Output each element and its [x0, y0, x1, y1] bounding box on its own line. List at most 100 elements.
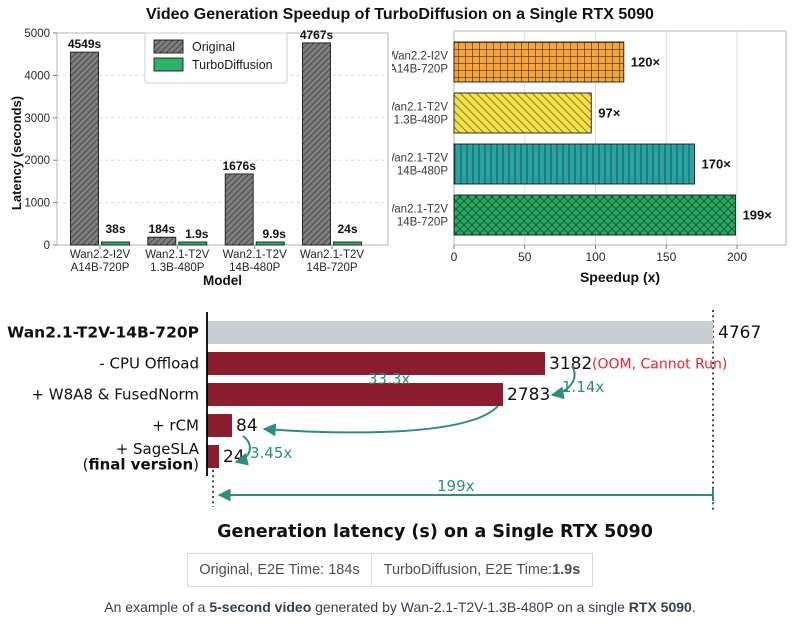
speedup-annotation: 199x [437, 477, 475, 495]
speedup-bar-chart: 120×Wan2.2-I2VA14B-720P97×Wan2.1-T2V1.3B… [392, 30, 787, 285]
category-label: 1.3B-480P [394, 115, 449, 127]
x-axis-label: Model [203, 273, 242, 288]
speedup-bar-1-hatch [454, 93, 592, 133]
y-tick-label: 5000 [24, 28, 50, 40]
ablation-bar-2 [207, 383, 503, 406]
x-tick-label: 200 [727, 250, 747, 264]
bar-value-label: 2783 [507, 385, 550, 405]
text-segment: 5-second video [209, 599, 312, 615]
speedup-arrow-2 [262, 405, 499, 437]
row-label: + SageSLA [116, 440, 200, 458]
y-tick-label: 4000 [24, 70, 50, 82]
bar-turbo-0 [101, 241, 130, 246]
bar-original-2-hatch [225, 173, 254, 245]
category-label: Wan2.1-T2V [392, 204, 448, 216]
bar-value-label: 84 [236, 416, 258, 436]
bar-value-label: 4549s [68, 37, 102, 51]
plot-border [453, 30, 787, 246]
x-tick-label: 14B-480P [229, 262, 280, 274]
category-label: 14B-480P [397, 166, 448, 178]
e2e-time-panel: Original, E2E Time: 184s TurboDiffusion,… [187, 553, 593, 587]
x-tick-label: 50 [518, 250, 532, 264]
x-tick-label: Wan2.1-T2V [223, 249, 287, 261]
bar-value-label: 1.9s [185, 227, 209, 241]
x-tick-label: 1.3B-480P [150, 262, 205, 274]
category-label: 14B-720P [397, 217, 448, 229]
ablation-bar-4 [207, 445, 219, 468]
text-segment: RTX 5090 [628, 599, 692, 615]
oom-note: (OOM, Cannot Run) [592, 357, 727, 373]
bar-turbo-3 [333, 241, 362, 246]
x-tick-label: 100 [585, 250, 605, 264]
speedup-arrow-1 [550, 365, 576, 400]
row-label: + rCM [152, 417, 199, 435]
bar-original-0-hatch [70, 52, 99, 245]
legend-label-original: Original [192, 40, 235, 54]
text-segment: 1.9s [552, 562, 581, 578]
speedup-annotation: 1.14x [562, 378, 604, 396]
category-label: Wan2.1-T2V [392, 153, 448, 165]
figure-title: Video Generation Speedup of TurboDiffusi… [146, 6, 654, 23]
x-tick-label: 150 [656, 250, 676, 264]
bottom-chart-title: Generation latency (s) on a Single RTX 5… [217, 522, 653, 542]
x-tick-label: 0 [451, 250, 458, 264]
row-label: + W8A8 & FusedNorm [31, 386, 199, 404]
x-axis-label: Speedup (x) [580, 269, 660, 285]
text-segment: generated by Wan-2.1-T2V-1.3B-480P on a … [311, 599, 629, 615]
y-tick-label: 1000 [24, 198, 50, 210]
bar-value-label: 4767s [300, 28, 334, 42]
ablation-latency-chart: Wan2.1-T2V-14B-720P 4767 - CPU Offload 3182… [7, 310, 761, 542]
latency-bar-chart: 0 1000 2000 3000 4000 5000 4549s 38s Wan2.2-I2VA… [9, 28, 389, 288]
ablation-bar-0 [207, 321, 713, 344]
y-tick-label: 2000 [24, 155, 50, 167]
x-tick-label: Wan2.1-T2V [145, 249, 209, 261]
text-segment: An example of a [104, 599, 210, 615]
x-tick-label: Wan2.1-T2V [300, 249, 364, 261]
speedup-bar-2-hatch [454, 144, 695, 184]
caption: An example of a 5-second video generated… [0, 599, 800, 615]
row-label: Wan2.1-T2V-14B-720P [7, 324, 199, 342]
bar-value-label: 1676s [223, 159, 257, 173]
text-segment: . [691, 599, 696, 615]
row-label: - CPU Offload [99, 355, 199, 373]
bar-value-label: 3182 [549, 354, 592, 374]
y-axis-label: Latency (seconds) [9, 96, 24, 210]
x-tick-label: 14B-720P [306, 262, 357, 274]
e2e-turbodiffusion-cell: TurboDiffusion, E2E Time: 1.9s [372, 554, 592, 586]
bar-value-label: 24s [337, 222, 357, 236]
legend-swatch-original-hatch [154, 40, 183, 53]
category-label: Wan2.1-T2V [392, 102, 448, 114]
category-label: A14B-720P [392, 64, 448, 76]
speedup-value-label: 199× [743, 208, 773, 223]
bar-value-label: 184s [148, 222, 175, 236]
bar-turbo-2 [255, 241, 285, 246]
text-segment: Original, E2E Time: 184s [199, 562, 360, 578]
speedup-bar-0-hatch [454, 42, 624, 82]
bar-value-label: 9.9s [263, 227, 287, 241]
x-tick-label: A14B-720P [71, 262, 130, 274]
speedup-value-label: 170× [702, 157, 732, 172]
ablation-bar-3 [207, 414, 232, 437]
category-label: Wan2.2-I2V [392, 51, 448, 63]
row-label: (final version) [83, 456, 199, 474]
bar-value-label: 24 [223, 447, 245, 467]
speedup-value-label: 120× [631, 55, 661, 70]
bar-turbo-1 [178, 241, 208, 246]
y-tick-label: 3000 [24, 113, 50, 125]
y-tick-label: 0 [44, 240, 50, 252]
x-tick-label: Wan2.2-I2V [70, 249, 131, 261]
speedup-bar-3-hatch [454, 195, 736, 235]
bar-original-1-hatch [147, 237, 176, 245]
legend-label-turbodiffusion: TurboDiffusion [192, 58, 273, 72]
speedup-arrow-3 [234, 435, 251, 466]
ablation-bar-1 [207, 352, 545, 375]
bar-value-label: 38s [105, 222, 125, 236]
e2e-original-cell: Original, E2E Time: 184s [188, 554, 372, 586]
speedup-annotation: 33.3x [368, 370, 410, 388]
text-segment: TurboDiffusion, E2E Time: [383, 562, 553, 578]
bar-value-label: 4767 [718, 323, 761, 343]
speedup-value-label: 97× [598, 106, 620, 121]
legend-swatch-turbodiffusion [153, 57, 184, 72]
speedup-annotation: 3.45x [250, 444, 292, 462]
